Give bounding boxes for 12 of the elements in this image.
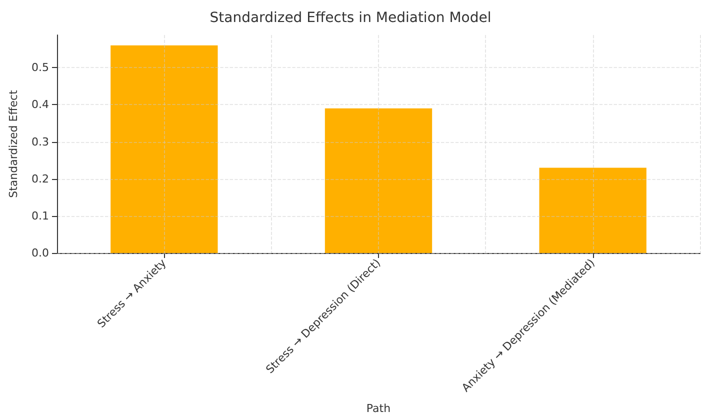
bar	[324, 108, 432, 253]
y-tick-label: 0.5	[32, 61, 49, 74]
y-tick-label: 0.2	[32, 172, 49, 186]
y-tick-label: 0.3	[32, 135, 49, 148]
bar	[110, 45, 218, 253]
y-tick-label: 0.1	[32, 209, 49, 222]
x-axis-title: Path	[366, 402, 391, 415]
y-tick-label: 0.0	[32, 246, 49, 260]
chart-title: Standardized Effects in Mediation Model	[210, 10, 492, 26]
y-axis-title: Standardized Effect	[7, 89, 20, 198]
y-tick-label: 0.4	[32, 98, 49, 112]
bar	[539, 168, 646, 253]
